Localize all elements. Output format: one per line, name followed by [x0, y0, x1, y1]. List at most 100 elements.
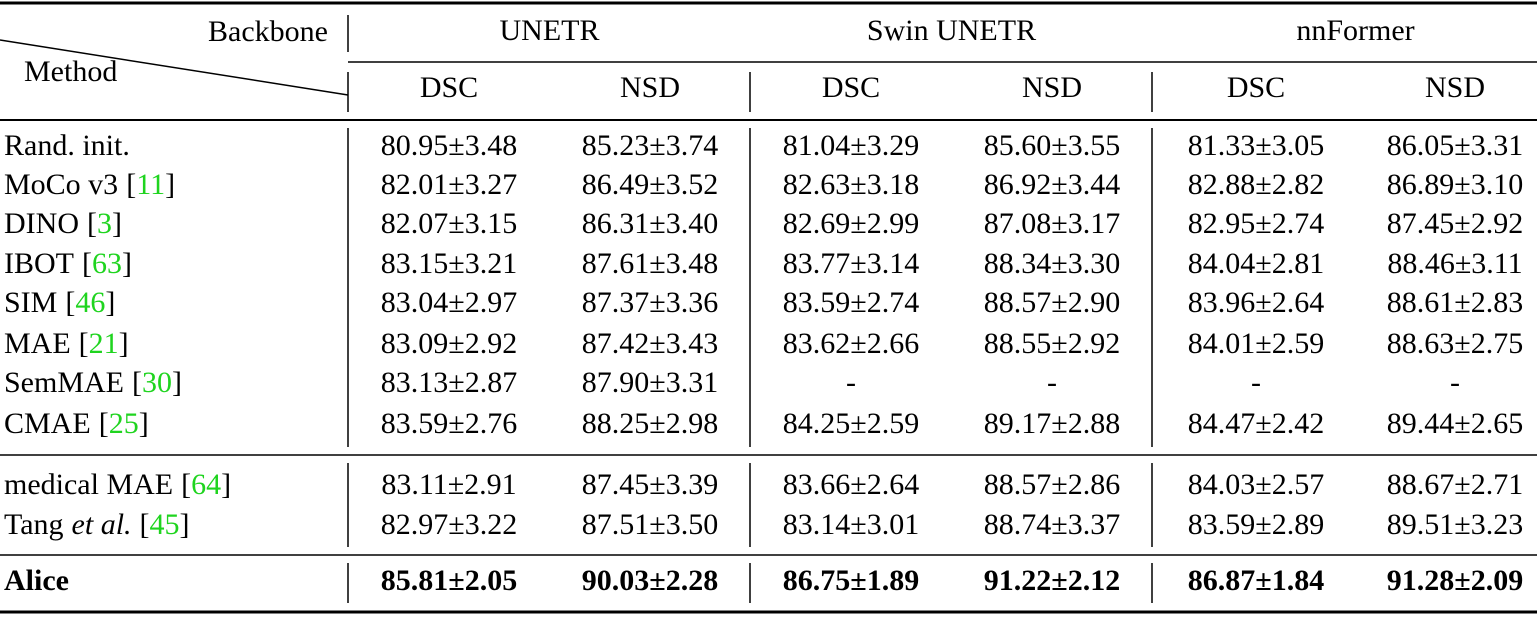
data-cell: 85.81±2.05: [381, 564, 517, 597]
data-cell: 83.59±2.74: [783, 286, 919, 319]
method-label: Method: [24, 55, 117, 88]
citation-bracket: [: [132, 366, 142, 399]
data-cell: 86.31±3.40: [582, 207, 718, 240]
data-cell: 83.62±2.66: [783, 327, 919, 360]
method-cell: DINO [3]: [4, 207, 122, 240]
citation-bracket: [: [65, 286, 75, 319]
data-cell: 87.51±3.50: [582, 508, 718, 541]
column-header: DSC: [822, 71, 880, 104]
citation-ref: 30: [142, 366, 172, 399]
data-cell: 83.13±2.87: [381, 366, 517, 399]
data-cell: 86.87±1.84: [1188, 564, 1324, 597]
citation-ref: 11: [136, 168, 165, 201]
data-cell: 87.37±3.36: [582, 286, 718, 319]
citation-ref: 64: [191, 468, 221, 501]
method-cell: MoCo v3 [11]: [4, 168, 175, 201]
data-cell: 88.57±2.86: [984, 468, 1120, 501]
method-name: CMAE: [4, 407, 91, 440]
citation-bracket: [: [126, 168, 136, 201]
data-cell: 82.01±3.27: [381, 168, 517, 201]
method-name: DINO: [4, 207, 79, 240]
citation-bracket: ]: [172, 366, 182, 399]
citation-bracket: [: [79, 327, 89, 360]
data-cell: 86.49±3.52: [582, 168, 718, 201]
method-cell: SIM [46]: [4, 286, 115, 319]
method-name: Alice: [4, 564, 69, 597]
data-cell: 86.89±3.10: [1387, 168, 1523, 201]
citation-bracket: ]: [139, 407, 149, 440]
method-name: Rand. init.: [4, 129, 130, 162]
data-cell: 82.07±3.15: [381, 207, 517, 240]
method-cell: medical MAE [64]: [4, 468, 231, 501]
data-cell: 81.04±3.29: [783, 129, 919, 162]
data-cell: 80.95±3.48: [381, 129, 517, 162]
data-cell: 83.77±3.14: [783, 247, 919, 280]
data-cell: 88.63±2.75: [1387, 327, 1523, 360]
data-cell: 83.11±2.91: [381, 468, 516, 501]
data-cell: 82.88±2.82: [1188, 168, 1324, 201]
data-cell: 89.17±2.88: [984, 407, 1120, 440]
method-cell: Rand. init.: [4, 129, 130, 162]
data-cell: 84.04±2.81: [1188, 247, 1324, 280]
data-cell: 82.69±2.99: [783, 207, 919, 240]
citation-bracket: [: [82, 247, 92, 280]
data-cell: 88.74±3.37: [984, 508, 1120, 541]
citation-ref: 25: [109, 407, 139, 440]
column-header: NSD: [1425, 71, 1485, 104]
citation-bracket: [: [87, 207, 97, 240]
data-cell: 83.59±2.89: [1188, 508, 1324, 541]
data-cell: 84.01±2.59: [1188, 327, 1324, 360]
data-cell: 88.46±3.11: [1387, 247, 1522, 280]
data-cell: 86.92±3.44: [984, 168, 1120, 201]
data-cell: 88.55±2.92: [984, 327, 1120, 360]
method-name: SIM: [4, 286, 57, 319]
data-cell: 82.63±3.18: [783, 168, 919, 201]
column-header: DSC: [1227, 71, 1285, 104]
data-cell: 83.09±2.92: [381, 327, 517, 360]
diagonal-line: [0, 39, 349, 96]
citation-ref: 45: [150, 508, 180, 541]
data-cell: 91.22±2.12: [984, 564, 1120, 597]
citation-ref: 46: [75, 286, 105, 319]
data-cell: 88.57±2.90: [984, 286, 1120, 319]
citation-bracket: [: [181, 468, 191, 501]
method-cell: MAE [21]: [4, 327, 129, 360]
data-cell: -: [1251, 366, 1261, 399]
data-cell: 82.97±3.22: [381, 508, 517, 541]
data-cell: 87.08±3.17: [984, 207, 1120, 240]
data-cell: 83.15±3.21: [381, 247, 517, 280]
data-cell: 85.60±3.55: [984, 129, 1120, 162]
citation-ref: 3: [97, 207, 112, 240]
citation-bracket: [: [140, 508, 150, 541]
method-cell: Tang et al. [45]: [4, 508, 190, 541]
citation-bracket: ]: [105, 286, 115, 319]
data-cell: 82.95±2.74: [1188, 207, 1324, 240]
data-cell: 83.66±2.64: [783, 468, 919, 501]
data-cell: -: [1450, 366, 1460, 399]
column-header: NSD: [620, 71, 680, 104]
method-cell: SemMAE [30]: [4, 366, 182, 399]
data-cell: 89.51±3.23: [1387, 508, 1523, 541]
data-cell: 83.04±2.97: [381, 286, 517, 319]
data-cell: 86.75±1.89: [783, 564, 919, 597]
backbone-label: Backbone: [208, 15, 328, 48]
column-header: NSD: [1022, 71, 1082, 104]
data-cell: -: [846, 366, 856, 399]
group-header: Swin UNETR: [867, 14, 1036, 47]
data-cell: 88.34±3.30: [984, 247, 1120, 280]
data-cell: 88.61±2.83: [1387, 286, 1523, 319]
data-cell: 88.25±2.98: [582, 407, 718, 440]
data-cell: 89.44±2.65: [1387, 407, 1523, 440]
method-name: IBOT: [4, 247, 74, 280]
data-cell: 84.25±2.59: [783, 407, 919, 440]
data-cell: 87.90±3.31: [582, 366, 718, 399]
data-cell: -: [1047, 366, 1057, 399]
method-name: Tang: [4, 508, 64, 541]
data-cell: 86.05±3.31: [1387, 129, 1523, 162]
method-name: SemMAE: [4, 366, 124, 399]
method-name: MAE: [4, 327, 71, 360]
group-header: nnFormer: [1296, 14, 1414, 47]
data-cell: 91.28±2.09: [1387, 564, 1523, 597]
data-cell: 83.14±3.01: [783, 508, 919, 541]
